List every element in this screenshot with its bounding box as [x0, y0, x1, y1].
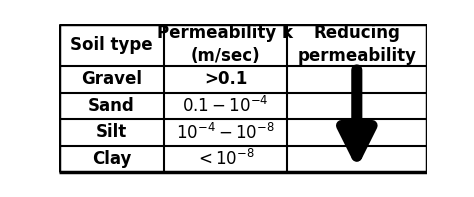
Text: Permeability k
(m/sec): Permeability k (m/sec) — [157, 24, 293, 65]
Text: Silt: Silt — [96, 124, 127, 141]
Text: $0.1 - 10^{-4}$: $0.1 - 10^{-4}$ — [182, 96, 269, 116]
Text: $<10^{-8}$: $<10^{-8}$ — [195, 149, 255, 169]
Text: Clay: Clay — [92, 150, 131, 168]
Text: Reducing
permeability: Reducing permeability — [297, 24, 416, 65]
Text: Sand: Sand — [88, 97, 135, 115]
Text: Soil type: Soil type — [70, 36, 153, 54]
Text: Gravel: Gravel — [81, 70, 142, 88]
Text: $10^{-4} - 10^{-8}$: $10^{-4} - 10^{-8}$ — [176, 122, 275, 142]
Text: >0.1: >0.1 — [204, 70, 247, 88]
